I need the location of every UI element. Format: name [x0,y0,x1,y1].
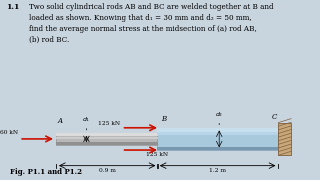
Bar [157,147,278,150]
Text: C: C [271,113,277,121]
Text: 0.9 m: 0.9 m [99,168,116,173]
Bar [157,128,278,150]
Text: Two solid cylindrical rods AB and BC are welded together at B and
loaded as show: Two solid cylindrical rods AB and BC are… [29,3,273,44]
Text: $d_1$: $d_1$ [82,115,91,124]
Bar [278,123,291,155]
Text: 1.1: 1.1 [6,3,20,11]
Text: 125 kN: 125 kN [98,121,120,126]
Text: B: B [162,115,167,123]
Bar [56,142,158,145]
Text: 125 kN: 125 kN [146,152,168,157]
Text: A: A [58,117,63,125]
Text: 60 kN: 60 kN [0,130,18,135]
Bar [157,132,278,135]
Bar [157,128,278,132]
Bar [56,133,158,145]
Text: Fig. P1.1 and P1.2: Fig. P1.1 and P1.2 [10,168,82,176]
Text: $d_2$: $d_2$ [215,110,223,119]
Text: 1.2 m: 1.2 m [209,168,226,173]
Bar [56,137,158,139]
Bar [56,133,158,136]
